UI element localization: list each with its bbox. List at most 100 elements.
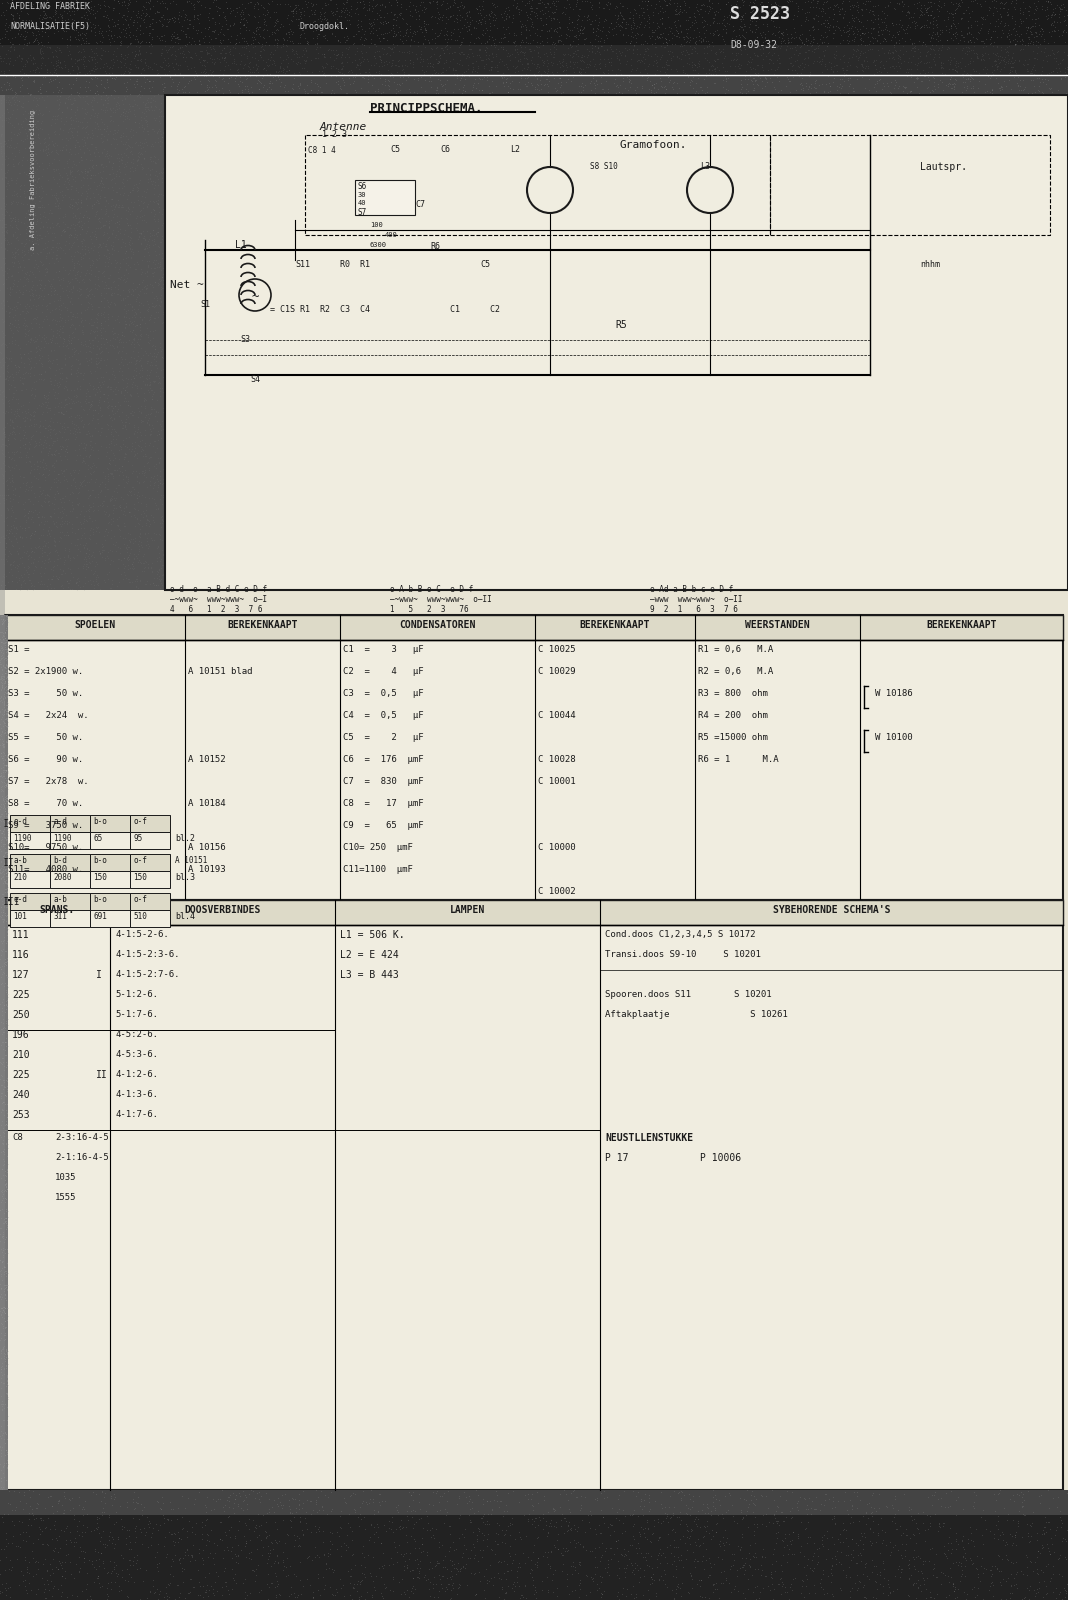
Point (218, 16, 235, 42)
Point (367, 0, 384, 18)
Point (122, 400, 139, 426)
Point (74, 406, 91, 432)
Point (16, 310, 33, 336)
Point (145, 370, 162, 395)
Point (104, 0, 121, 24)
Point (700, 1494, 717, 1520)
Point (925, 16, 942, 42)
Point (400, 32, 418, 58)
Point (0, 1371, 15, 1397)
Point (760, 50, 778, 75)
Point (97, 326, 114, 352)
Point (761, 56, 779, 82)
Point (207, 1488, 224, 1514)
Point (714, 38, 732, 64)
Point (122, 93, 139, 118)
Point (415, 8, 433, 34)
Point (710, 1488, 727, 1514)
Point (18, 443, 35, 469)
Point (136, 461, 153, 486)
Point (473, 2, 490, 27)
Point (0, 731, 12, 757)
Point (245, 1507, 262, 1533)
Point (193, 1522, 210, 1547)
Point (50, 258, 67, 283)
Point (880, 40, 897, 66)
Point (12, 267, 29, 293)
Point (31, 504, 48, 530)
Point (123, 400, 140, 426)
Point (1000, 2, 1017, 27)
Point (232, 42, 249, 67)
Text: e Ad a B b c e D f: e Ad a B b c e D f (650, 586, 734, 594)
Point (603, 1512, 621, 1538)
Point (415, 1565, 433, 1590)
Point (141, 67, 158, 93)
Point (902, 50, 920, 75)
Point (53, 56, 70, 82)
Point (920, 1517, 937, 1542)
Point (792, 27, 810, 53)
Point (10, 21, 27, 46)
Point (629, 22, 646, 48)
Point (602, 45, 619, 70)
Point (0, 899, 12, 925)
Point (407, 0, 424, 24)
Point (85, 88, 103, 114)
Point (841, 74, 858, 99)
Point (375, 82, 392, 107)
Point (1004, 43, 1021, 69)
Point (714, 74, 732, 99)
Point (21, 488, 38, 514)
Point (103, 1570, 120, 1595)
Point (428, 1550, 445, 1576)
Point (962, 62, 979, 88)
Point (60, 302, 77, 328)
Point (0, 1581, 9, 1600)
Point (493, 1574, 511, 1600)
Point (89, 1563, 106, 1589)
Text: A 10152: A 10152 (188, 755, 225, 765)
Point (141, 360, 158, 386)
Point (14, 144, 31, 170)
Point (773, 77, 790, 102)
Point (953, 1550, 970, 1576)
Point (822, 1557, 839, 1582)
Point (147, 106, 164, 131)
Point (73, 243, 90, 269)
Point (0, 1096, 11, 1122)
Point (77, 550, 94, 576)
Point (671, 2, 688, 27)
Point (2, 496, 19, 522)
Point (371, 29, 388, 54)
Point (783, 24, 800, 50)
Point (232, 6, 249, 32)
Point (19, 99, 36, 125)
Point (337, 1490, 355, 1515)
Point (1028, 1555, 1046, 1581)
Point (93, 234, 110, 259)
Point (609, 43, 626, 69)
Point (219, 16, 236, 42)
Point (152, 426, 169, 451)
Point (782, 1506, 799, 1531)
Point (846, 1570, 863, 1595)
Point (745, 66, 763, 91)
Point (517, 34, 534, 59)
Point (1025, 61, 1042, 86)
Point (975, 1531, 992, 1557)
Point (170, 24, 187, 50)
Point (879, 40, 896, 66)
Point (72, 136, 89, 162)
Point (356, 27, 373, 53)
Point (220, 1502, 237, 1528)
Point (1015, 67, 1032, 93)
Point (135, 6, 152, 32)
Point (569, 1518, 586, 1544)
Point (328, 54, 345, 80)
Point (37, 430, 54, 456)
Point (120, 126, 137, 152)
Point (0, 1299, 13, 1325)
Point (96, 1490, 113, 1515)
Point (110, 90, 127, 115)
